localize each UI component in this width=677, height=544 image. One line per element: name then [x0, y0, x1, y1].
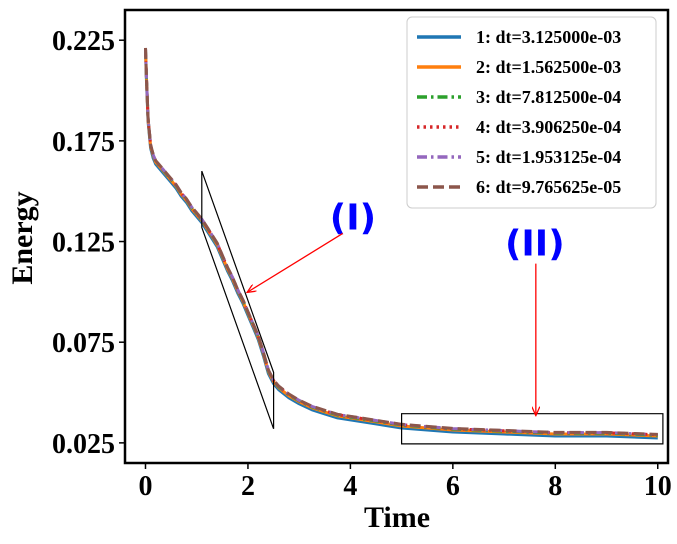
legend-label: 3: dt=7.812500e-04	[476, 87, 621, 107]
legend-label: 4: dt=3.906250e-04	[476, 117, 621, 137]
y-tick-label: 0.075	[52, 328, 115, 359]
annotation-label-ii: (II)	[505, 224, 565, 265]
series-line-6	[144, 47, 658, 436]
legend-label: 6: dt=9.765625e-05	[476, 177, 621, 197]
y-axis-label: Energy	[6, 191, 39, 284]
y-tick-label: 0.025	[52, 429, 115, 460]
x-tick-label: 6	[446, 471, 460, 502]
tick-layer: 0 2 4 6 8 10 0.025 0.075 0.125 0.175 0.2…	[52, 26, 672, 502]
annotation-region-box	[201, 170, 275, 430]
plot-area-frame	[123, 8, 670, 465]
y-tick-label: 0.175	[52, 127, 115, 158]
x-tick-label: 0	[138, 471, 152, 502]
x-axis-label: Time	[364, 501, 430, 534]
y-tick-label: 0.125	[52, 228, 115, 259]
x-tick-label: 10	[644, 471, 672, 502]
legend: 1: dt=3.125000e-03 2: dt=1.562500e-03 3:…	[406, 16, 657, 209]
legend-frame	[406, 16, 657, 209]
legend-label: 2: dt=1.562500e-03	[476, 57, 621, 77]
x-tick-label: 4	[343, 471, 357, 502]
series-layer	[144, 47, 658, 440]
legend-label: 1: dt=3.125000e-03	[476, 27, 621, 47]
annotation-arrow	[248, 232, 344, 291]
annotation-region-box	[401, 413, 664, 445]
annotation-layer: (I) (II)	[201, 170, 664, 445]
legend-label: 5: dt=1.953125e-04	[476, 147, 621, 167]
y-tick-label: 0.225	[52, 26, 115, 57]
x-tick-label: 8	[548, 471, 562, 502]
x-tick-label: 2	[241, 471, 255, 502]
annotation-label-i: (I)	[330, 197, 376, 238]
